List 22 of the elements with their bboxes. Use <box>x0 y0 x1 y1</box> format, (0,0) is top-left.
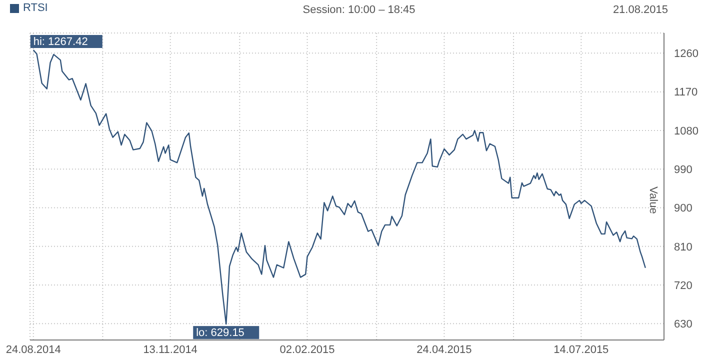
line-series <box>32 49 646 325</box>
text: Session: 10:00 – 18:45 <box>302 4 416 16</box>
y-tick-label: 630 <box>674 318 692 331</box>
text: 21.08.2015 <box>612 4 668 16</box>
x-tick-label: 24.04.2015 <box>416 344 472 356</box>
y-axis-title: Value <box>647 186 660 214</box>
legend-label: RTSI <box>23 2 48 14</box>
annotation: lo: 629.15 <box>196 327 244 340</box>
x-tick-label: 14.07.2015 <box>554 344 609 356</box>
y-tick-label: 990 <box>674 164 692 176</box>
y-tick-label: 1170 <box>674 86 698 99</box>
annotation: hi: 1267.42 <box>33 36 88 48</box>
y-tick-label: 810 <box>674 241 692 254</box>
value-callout: hi: 1267.42 <box>30 35 102 48</box>
y-tick-label: 1260 <box>674 48 698 60</box>
value-callout: lo: 629.15 <box>193 326 260 340</box>
y-tick-label: 720 <box>674 280 692 292</box>
y-tick-label: 900 <box>674 202 692 215</box>
y-tick-label: 1080 <box>674 125 698 138</box>
x-tick-label: 24.08.2014 <box>6 344 61 356</box>
x-tick-label: 02.02.2015 <box>280 344 335 356</box>
x-tick-label: 13.11.2014 <box>143 344 198 356</box>
